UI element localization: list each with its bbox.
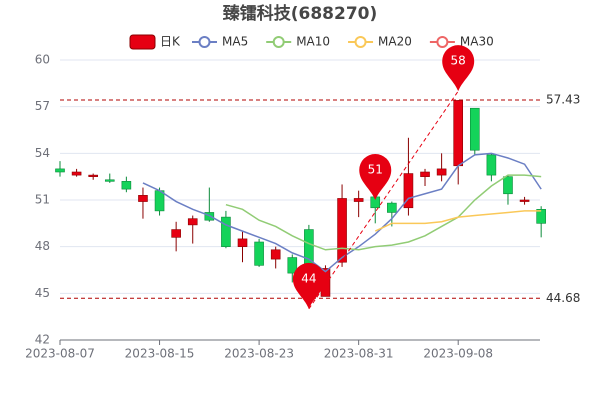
legend-label: MA5: [222, 35, 248, 49]
x-tick-label: 2023-08-07: [25, 347, 95, 361]
candle-body: [237, 238, 248, 247]
candle-body: [436, 168, 447, 176]
candle-body: [88, 174, 98, 177]
legend-label: MA20: [378, 35, 412, 49]
reference-label: 57.43: [546, 92, 580, 106]
legend-label: 日K: [160, 35, 181, 49]
candle-body: [469, 107, 480, 151]
legend-label: MA30: [460, 35, 494, 49]
candle-body: [486, 154, 497, 176]
pin-label: 58: [451, 54, 466, 68]
y-tick-label: 42: [35, 333, 50, 347]
candle-body: [270, 249, 281, 260]
candle-body: [254, 241, 264, 266]
pin-label: 51: [368, 163, 383, 177]
x-tick-label: 2023-08-31: [324, 347, 394, 361]
candle-body: [503, 176, 513, 195]
candle-body: [403, 173, 414, 209]
candle-body: [287, 257, 298, 274]
legend-swatch: [354, 36, 367, 48]
candle-body: [353, 198, 364, 202]
chart-title: 臻镭科技(688270): [223, 3, 378, 24]
y-tick-label: 54: [35, 146, 50, 160]
candle-body: [71, 171, 82, 176]
candle-body: [55, 168, 65, 173]
pin-label: 44: [301, 271, 316, 285]
legend-swatch: [272, 36, 285, 48]
pin-marker: [359, 154, 392, 200]
ma-line: [225, 174, 542, 251]
candle-body: [221, 216, 231, 247]
trend-line: [308, 90, 459, 310]
candle-body: [138, 195, 148, 202]
candle-body: [121, 181, 132, 190]
pin-marker: [292, 262, 325, 309]
candle-body: [519, 199, 530, 202]
candle-body: [337, 198, 347, 263]
y-tick-label: 45: [35, 286, 50, 300]
pin-marker: [442, 45, 475, 92]
legend-swatch: [198, 36, 211, 48]
candle-body: [187, 218, 198, 226]
y-tick-label: 57: [35, 99, 50, 113]
x-tick-label: 2023-08-15: [125, 347, 195, 361]
candle-body: [536, 209, 546, 224]
ma-line: [374, 210, 542, 232]
candle-body: [387, 202, 397, 213]
ma-line: [142, 152, 542, 273]
legend-swatch: [129, 34, 156, 50]
y-tick-label: 51: [35, 193, 50, 207]
candle-body: [171, 229, 181, 238]
candle-body: [453, 100, 464, 167]
candle-body: [420, 171, 430, 177]
y-tick-label: 60: [35, 53, 50, 67]
candle-body: [154, 190, 165, 212]
y-tick-label: 48: [35, 239, 50, 253]
legend-label: MA10: [296, 35, 330, 49]
legend-swatch: [436, 36, 449, 48]
candle-body: [104, 179, 115, 182]
reference-label: 44.68: [546, 291, 580, 305]
x-tick-label: 2023-08-23: [224, 347, 294, 361]
x-tick-label: 2023-09-08: [423, 347, 493, 361]
